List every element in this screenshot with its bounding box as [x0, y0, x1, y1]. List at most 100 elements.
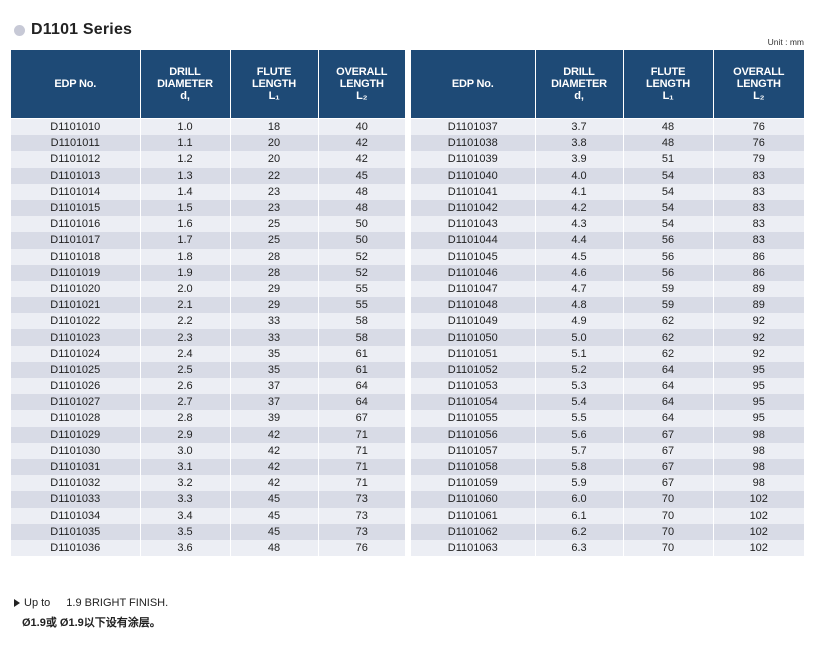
cell-flute-length: 48 [623, 118, 714, 136]
cell-edp: D1101063 [411, 539, 536, 557]
header-diameter-line2: DIAMETER [551, 78, 607, 90]
cell-edp: D1101044 [411, 232, 536, 249]
table-row: D1101060 6.0 70 102 [411, 491, 804, 508]
cell-edp: D1101012 [11, 151, 141, 168]
triangle-arrow-icon [14, 599, 20, 607]
cell-overall-length: 52 [318, 248, 405, 265]
cell-edp: D1101053 [411, 378, 536, 395]
cell-diameter: 2.8 [140, 410, 231, 427]
cell-edp: D1101031 [11, 458, 141, 476]
cell-edp: D1101039 [411, 151, 536, 168]
header-flute-symbol: L₁ [268, 90, 280, 102]
cell-overall-length: 52 [318, 264, 405, 281]
cell-diameter: 5.0 [535, 329, 624, 346]
table-row: D1101055 5.5 64 95 [411, 410, 804, 427]
cell-overall-length: 76 [318, 539, 405, 557]
cell-overall-length: 102 [713, 491, 804, 508]
cell-edp: D1101010 [11, 118, 141, 136]
cell-overall-length: 95 [713, 410, 804, 427]
table-row: D1101024 2.4 35 61 [11, 345, 405, 362]
cell-flute-length: 48 [623, 135, 714, 152]
cell-flute-length: 54 [623, 167, 714, 184]
cell-diameter: 1.0 [140, 118, 231, 136]
cell-edp: D1101037 [411, 118, 536, 136]
cell-edp: D1101042 [411, 199, 536, 217]
cell-overall-length: 45 [318, 167, 405, 184]
cell-diameter: 5.1 [535, 345, 624, 362]
cell-overall-length: 83 [713, 232, 804, 249]
cell-edp: D1101032 [11, 475, 141, 492]
table-row: D1101037 3.7 48 76 [411, 118, 804, 136]
cell-overall-length: 83 [713, 216, 804, 233]
cell-overall-length: 102 [713, 523, 804, 540]
cell-overall-length: 55 [318, 280, 405, 298]
table-row: D1101018 1.8 28 52 [11, 248, 405, 265]
table-row: D1101022 2.2 33 58 [11, 313, 405, 330]
cell-flute-length: 18 [230, 118, 319, 136]
cell-edp: D1101036 [11, 539, 141, 557]
cell-diameter: 4.0 [535, 167, 624, 184]
series-title: D1101 Series [31, 21, 133, 38]
table-header-row: EDP No. DRILL DIAMETER d, FLUTE LENGTH L… [11, 50, 405, 119]
footnote-finish: Up to 1.9 BRIGHT FINISH. [14, 597, 168, 609]
table-row: D1101016 1.6 25 50 [11, 216, 405, 233]
cell-edp: D1101011 [11, 135, 141, 152]
table-row: D1101057 5.7 67 98 [411, 442, 804, 459]
cell-diameter: 4.6 [535, 264, 624, 281]
cell-flute-length: 25 [230, 216, 319, 233]
header-diameter-symbol: d, [574, 90, 584, 102]
table-row: D1101029 2.9 42 71 [11, 426, 405, 443]
table-row: D1101034 3.4 45 73 [11, 507, 405, 524]
table-row: D1101045 4.5 56 86 [411, 248, 804, 265]
header-flute-symbol: L₁ [662, 90, 674, 102]
cell-edp: D1101062 [411, 523, 536, 540]
cell-flute-length: 39 [230, 410, 319, 427]
cell-diameter: 4.9 [535, 313, 624, 330]
table-row: D1101019 1.9 28 52 [11, 264, 405, 281]
cell-flute-length: 22 [230, 167, 319, 184]
cell-overall-length: 67 [318, 410, 405, 427]
cell-overall-length: 58 [318, 329, 405, 346]
cell-flute-length: 42 [230, 426, 319, 443]
cell-flute-length: 42 [230, 458, 319, 476]
cell-diameter: 3.7 [535, 118, 624, 136]
cell-edp: D1101027 [11, 394, 141, 411]
cell-edp: D1101055 [411, 410, 536, 427]
cell-overall-length: 83 [713, 167, 804, 184]
cell-edp: D1101013 [11, 167, 141, 184]
cell-diameter: 1.7 [140, 232, 231, 249]
cell-flute-length: 67 [623, 426, 714, 443]
cell-edp: D1101045 [411, 248, 536, 265]
table-row: D1101050 5.0 62 92 [411, 329, 804, 346]
table-row: D1101023 2.3 33 58 [11, 329, 405, 346]
header-diameter: DRILL DIAMETER d, [535, 50, 624, 119]
table-row: D1101026 2.6 37 64 [11, 378, 405, 395]
table-row: D1101020 2.0 29 55 [11, 280, 405, 298]
cell-edp: D1101050 [411, 329, 536, 346]
table-row: D1101025 2.5 35 61 [11, 361, 405, 378]
cell-edp: D1101040 [411, 167, 536, 184]
cell-flute-length: 67 [623, 475, 714, 492]
cell-flute-length: 33 [230, 313, 319, 330]
cell-overall-length: 58 [318, 313, 405, 330]
cell-diameter: 2.2 [140, 313, 231, 330]
cell-flute-length: 70 [623, 539, 714, 557]
cell-edp: D1101035 [11, 523, 141, 540]
cell-diameter: 2.0 [140, 280, 231, 298]
cell-flute-length: 64 [623, 394, 714, 411]
cell-overall-length: 102 [713, 539, 804, 557]
cell-diameter: 3.1 [140, 458, 231, 476]
cell-flute-length: 56 [623, 264, 714, 281]
cell-diameter: 6.2 [535, 523, 624, 540]
cell-edp: D1101046 [411, 264, 536, 281]
cell-diameter: 6.3 [535, 539, 624, 557]
cell-overall-length: 64 [318, 378, 405, 395]
cell-flute-length: 70 [623, 507, 714, 524]
cell-flute-length: 45 [230, 507, 319, 524]
cell-edp: D1101056 [411, 426, 536, 443]
cell-diameter: 5.9 [535, 475, 624, 492]
cell-diameter: 3.4 [140, 507, 231, 524]
cell-flute-length: 33 [230, 329, 319, 346]
bullet-dot-icon [14, 24, 25, 36]
cell-overall-length: 50 [318, 232, 405, 249]
